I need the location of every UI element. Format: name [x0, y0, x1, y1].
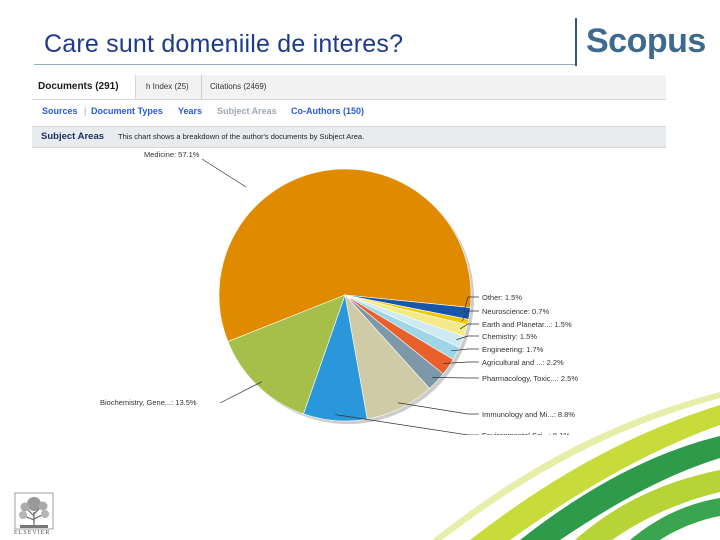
subject-areas-pie-chart: Medicine: 57.1% Other: 1.5% Neuroscience: …: [100, 150, 578, 435]
tab-h-index[interactable]: h Index (25): [140, 75, 202, 99]
leader-line-earth: [459, 323, 479, 330]
pie-label-immunology: Immunology and Mi...: 8.8%: [482, 410, 575, 419]
pie-label-other: Other: 1.5%: [482, 293, 522, 302]
tab-bar: Documents (291) h Index (25) Citations (…: [32, 75, 666, 100]
analysis-links: Sources | Document Types Years Subject A…: [32, 100, 666, 126]
pie-label-medicine: Medicine: 57.1%: [144, 150, 200, 159]
link-co-authors[interactable]: Co-Authors (150): [291, 106, 365, 116]
subject-areas-title: Subject Areas: [41, 131, 105, 142]
leader-line-engineering: [451, 348, 479, 352]
pie-label-environmental: Environmental Sci...: 8.1%: [482, 431, 570, 435]
pie-label-neuroscience: Neuroscience: 0.7%: [482, 307, 549, 316]
subject-areas-description: This chart shows a breakdown of the auth…: [118, 132, 365, 141]
leader-line-agricultural: [443, 361, 479, 364]
elsevier-logo: [14, 492, 54, 530]
leader-line-biochemistry: [219, 381, 263, 404]
pie-label-earth: Earth and Planetar...: 1.5%: [482, 320, 572, 329]
scopus-screenshot: Documents (291) h Index (25) Citations (…: [32, 75, 666, 435]
scopus-logo: Scopus: [586, 22, 706, 60]
pie-label-chemistry: Chemistry: 1.5%: [482, 332, 537, 341]
tab-documents[interactable]: Documents (291): [32, 75, 136, 99]
subject-areas-header: Subject Areas This chart shows a breakdo…: [32, 126, 666, 148]
link-subject-areas[interactable]: Subject Areas: [217, 106, 277, 116]
link-sources[interactable]: Sources: [42, 106, 78, 116]
leader-line-other: [463, 296, 479, 313]
pie-label-agricultural: Agricultural and ...: 2.2%: [482, 358, 564, 367]
leader-line-neuroscience: [461, 310, 479, 322]
link-separator: |: [84, 106, 87, 116]
link-document-types[interactable]: Document Types: [91, 106, 163, 116]
leader-line-medicine: [201, 158, 247, 188]
link-years[interactable]: Years: [178, 106, 203, 116]
title-divider: [34, 64, 576, 65]
tab-citations[interactable]: Citations (2469): [210, 82, 267, 91]
leader-line-pharmacology: [432, 376, 479, 379]
leader-line-environmental: [335, 414, 479, 435]
leader-line-chemistry: [456, 335, 479, 341]
leader-line-immunology: [397, 402, 479, 415]
pie-slice-medicine[interactable]: [218, 168, 472, 342]
pie-label-engineering: Engineering: 1.7%: [482, 345, 544, 354]
slide-title: Care sunt domeniile de interes?: [44, 30, 404, 58]
logo-divider: [575, 18, 577, 66]
pie-label-biochemistry: Biochemistry, Gene...: 13.5%: [100, 398, 197, 407]
elsevier-wordmark: ELSEVIER: [14, 530, 51, 536]
pie-label-pharmacology: Pharmacology, Toxic...: 2.5%: [482, 374, 578, 383]
